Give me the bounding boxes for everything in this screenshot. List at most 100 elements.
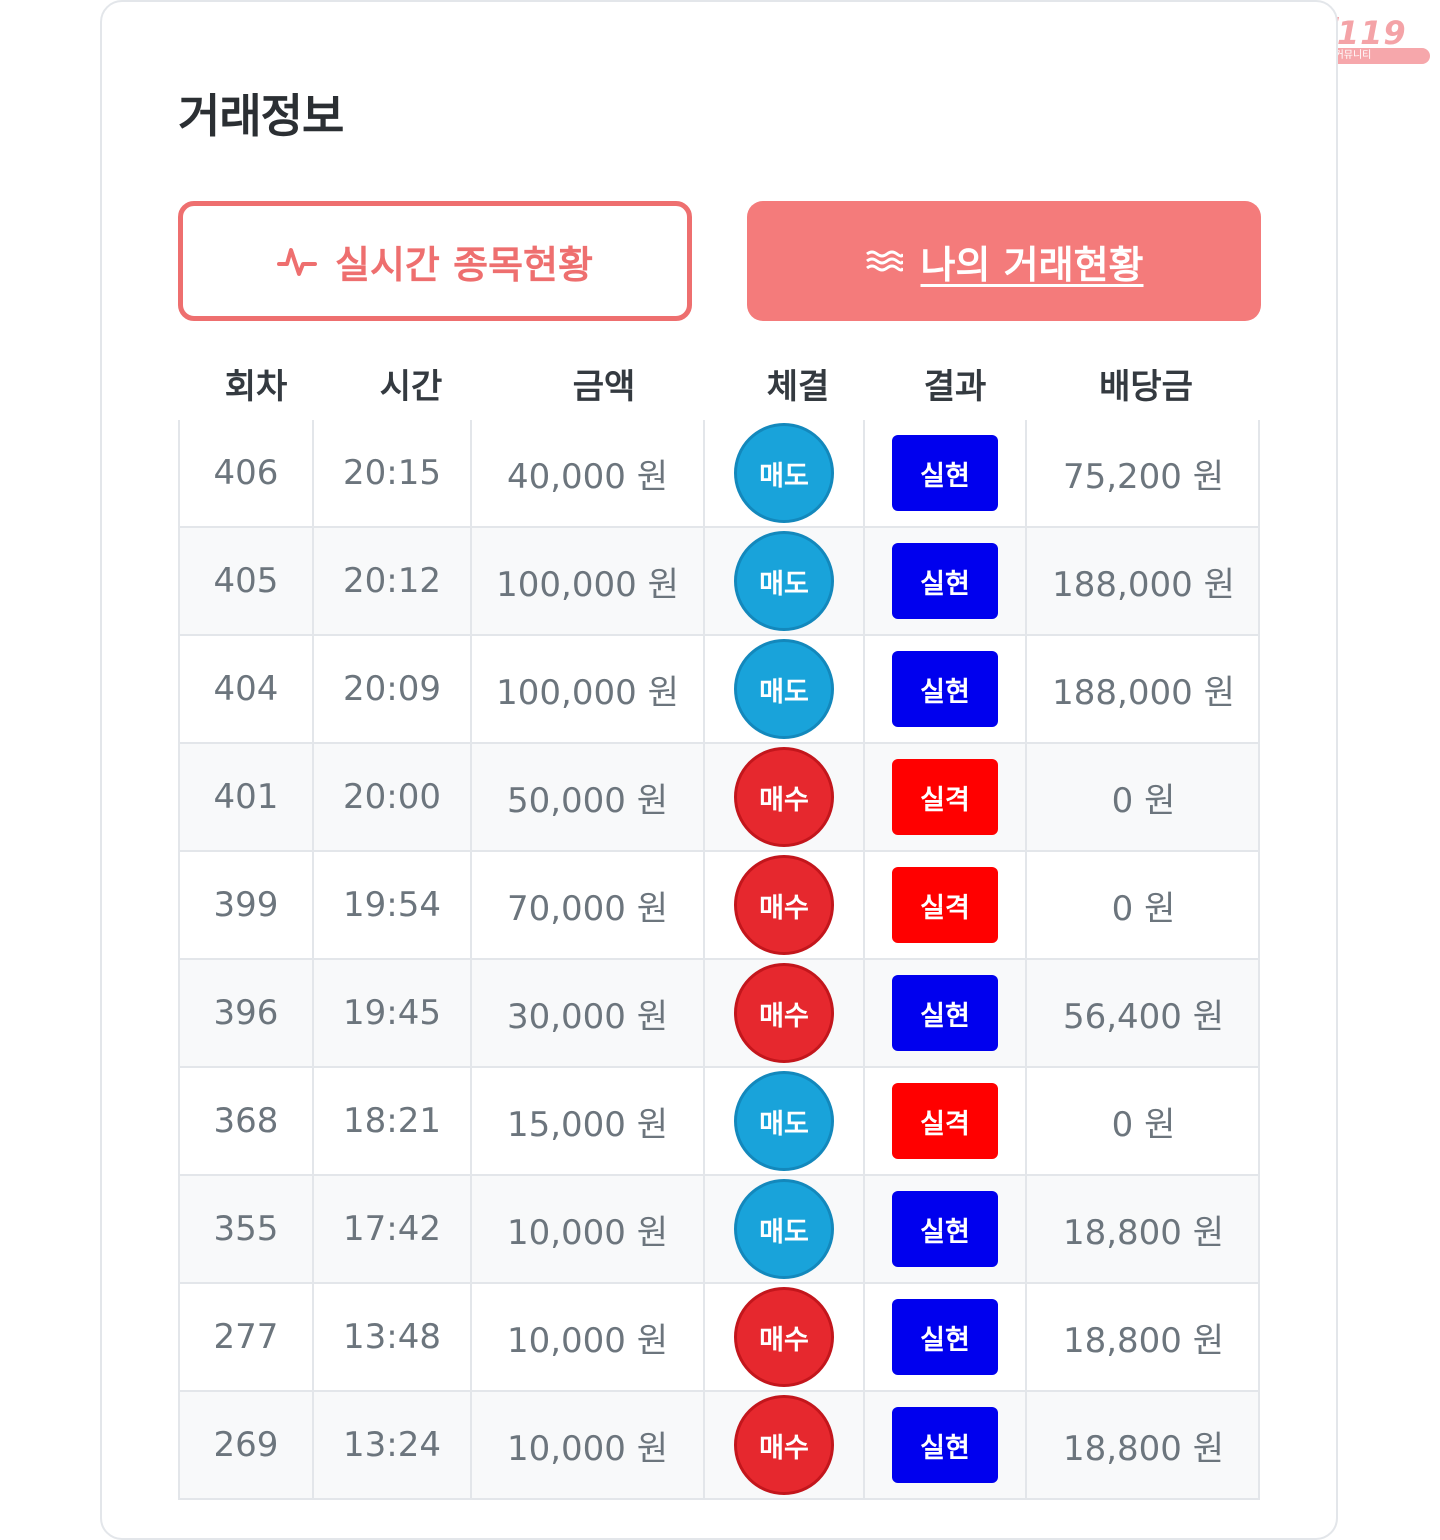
trade-time: 18:21 [343, 1101, 441, 1141]
execution-badge: 매도 [734, 531, 834, 631]
trade-time: 13:48 [343, 1317, 441, 1357]
payout-cell: 18,800 원 [1027, 1176, 1260, 1282]
payout-amount: 75,200 원 [1062, 456, 1225, 497]
result-cell: 실현 [865, 1176, 1027, 1282]
header-round: 회차 [224, 367, 288, 407]
execution-cell: 매도 [705, 1068, 865, 1174]
trade-time: 20:15 [343, 453, 441, 493]
round-number: 401 [213, 777, 279, 817]
time-cell: 13:24 [314, 1392, 472, 1498]
time-cell: 13:48 [314, 1284, 472, 1390]
trade-amount: 100,000 원 [496, 564, 679, 605]
result-badge: 실현 [892, 975, 998, 1051]
result-cell: 실격 [865, 852, 1027, 958]
result-cell: 실현 [865, 528, 1027, 634]
round-number: 355 [213, 1209, 279, 1249]
round-cell: 404 [180, 636, 314, 742]
result-badge: 실격 [892, 867, 998, 943]
table-header: 회차 시간 금액 체결 결과 배당금 [178, 362, 1260, 420]
trade-amount: 15,000 원 [506, 1104, 669, 1145]
trade-amount: 50,000 원 [506, 780, 669, 821]
round-number: 368 [213, 1101, 279, 1141]
amount-cell: 10,000 원 [472, 1284, 705, 1390]
round-cell: 401 [180, 744, 314, 850]
execution-badge: 매도 [734, 639, 834, 739]
trade-time: 19:45 [343, 993, 441, 1033]
payout-amount: 18,800 원 [1062, 1428, 1225, 1469]
realtime-status-button[interactable]: 실시간 종목현황 [178, 201, 692, 321]
amount-cell: 10,000 원 [472, 1392, 705, 1498]
payout-cell: 18,800 원 [1027, 1392, 1260, 1498]
table-row: 404 20:09 100,000 원 매도 실현 188,000 원 [180, 636, 1258, 744]
round-cell: 277 [180, 1284, 314, 1390]
execution-badge: 매도 [734, 1179, 834, 1279]
payout-amount: 56,400 원 [1062, 996, 1225, 1037]
result-cell: 실현 [865, 420, 1027, 526]
execution-cell: 매수 [705, 1284, 865, 1390]
payout-cell: 0 원 [1027, 852, 1260, 958]
time-cell: 20:12 [314, 528, 472, 634]
amount-cell: 15,000 원 [472, 1068, 705, 1174]
result-cell: 실현 [865, 960, 1027, 1066]
payout-cell: 18,800 원 [1027, 1284, 1260, 1390]
round-number: 269 [213, 1425, 279, 1465]
my-trades-button[interactable]: 나의 거래현황 [747, 201, 1261, 321]
header-amount: 금액 [572, 367, 636, 407]
payout-amount: 0 원 [1111, 888, 1176, 929]
round-number: 406 [213, 453, 279, 493]
trade-amount: 10,000 원 [506, 1320, 669, 1361]
trade-amount: 70,000 원 [506, 888, 669, 929]
trade-time: 20:09 [343, 669, 441, 709]
time-cell: 20:09 [314, 636, 472, 742]
header-execution: 체결 [766, 367, 830, 407]
execution-badge: 매도 [734, 1071, 834, 1171]
execution-badge: 매도 [734, 423, 834, 523]
time-cell: 18:21 [314, 1068, 472, 1174]
round-cell: 406 [180, 420, 314, 526]
table-row: 368 18:21 15,000 원 매도 실격 0 원 [180, 1068, 1258, 1176]
execution-badge: 매수 [734, 1395, 834, 1495]
result-cell: 실현 [865, 1284, 1027, 1390]
round-number: 399 [213, 885, 279, 925]
trade-time: 20:12 [343, 561, 441, 601]
amount-cell: 100,000 원 [472, 636, 705, 742]
execution-badge: 매수 [734, 1287, 834, 1387]
result-badge: 실현 [892, 543, 998, 619]
execution-cell: 매도 [705, 528, 865, 634]
payout-cell: 0 원 [1027, 744, 1260, 850]
result-badge: 실격 [892, 759, 998, 835]
payout-cell: 0 원 [1027, 1068, 1260, 1174]
execution-badge: 매수 [734, 855, 834, 955]
trade-time: 13:24 [343, 1425, 441, 1465]
payout-amount: 188,000 원 [1052, 564, 1235, 605]
table-row: 396 19:45 30,000 원 매수 실현 56,400 원 [180, 960, 1258, 1068]
table-row: 406 20:15 40,000 원 매도 실현 75,200 원 [180, 420, 1258, 528]
time-cell: 20:15 [314, 420, 472, 526]
result-badge: 실현 [892, 1407, 998, 1483]
result-badge: 실현 [892, 651, 998, 727]
trade-time: 19:54 [343, 885, 441, 925]
execution-cell: 매수 [705, 744, 865, 850]
round-cell: 269 [180, 1392, 314, 1498]
table-row: 405 20:12 100,000 원 매도 실현 188,000 원 [180, 528, 1258, 636]
execution-cell: 매도 [705, 1176, 865, 1282]
amount-cell: 30,000 원 [472, 960, 705, 1066]
trade-amount: 30,000 원 [506, 996, 669, 1037]
payout-amount: 188,000 원 [1052, 672, 1235, 713]
header-result: 결과 [923, 367, 987, 407]
table-row: 399 19:54 70,000 원 매수 실격 0 원 [180, 852, 1258, 960]
amount-cell: 70,000 원 [472, 852, 705, 958]
execution-cell: 매수 [705, 852, 865, 958]
trade-time: 20:00 [343, 777, 441, 817]
round-number: 405 [213, 561, 279, 601]
round-cell: 396 [180, 960, 314, 1066]
payout-amount: 18,800 원 [1062, 1212, 1225, 1253]
round-cell: 405 [180, 528, 314, 634]
table-row: 277 13:48 10,000 원 매수 실현 18,800 원 [180, 1284, 1258, 1392]
result-cell: 실현 [865, 636, 1027, 742]
payout-cell: 75,200 원 [1027, 420, 1260, 526]
time-cell: 17:42 [314, 1176, 472, 1282]
result-cell: 실현 [865, 1392, 1027, 1498]
table-row: 401 20:00 50,000 원 매수 실격 0 원 [180, 744, 1258, 852]
amount-cell: 50,000 원 [472, 744, 705, 850]
